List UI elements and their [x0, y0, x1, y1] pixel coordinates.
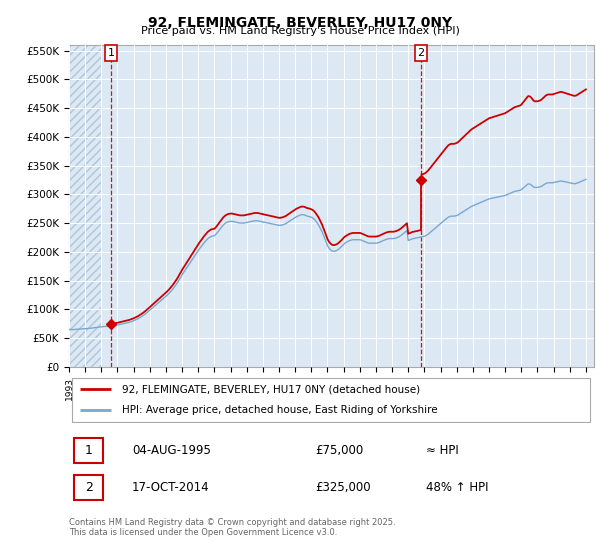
Text: 1: 1: [107, 48, 115, 58]
Text: 2: 2: [85, 481, 92, 494]
Text: 48% ↑ HPI: 48% ↑ HPI: [426, 481, 488, 494]
Text: 92, FLEMINGATE, BEVERLEY, HU17 0NY (detached house): 92, FLEMINGATE, BEVERLEY, HU17 0NY (deta…: [121, 384, 419, 394]
FancyBboxPatch shape: [74, 438, 103, 463]
Text: 92, FLEMINGATE, BEVERLEY, HU17 0NY: 92, FLEMINGATE, BEVERLEY, HU17 0NY: [148, 16, 452, 30]
Text: 04-AUG-1995: 04-AUG-1995: [132, 444, 211, 458]
Text: £75,000: £75,000: [316, 444, 364, 458]
Text: 1: 1: [85, 444, 92, 458]
Text: HPI: Average price, detached house, East Riding of Yorkshire: HPI: Average price, detached house, East…: [121, 405, 437, 416]
Text: Price paid vs. HM Land Registry's House Price Index (HPI): Price paid vs. HM Land Registry's House …: [140, 26, 460, 36]
Text: Contains HM Land Registry data © Crown copyright and database right 2025.
This d: Contains HM Land Registry data © Crown c…: [69, 518, 395, 538]
Text: 2: 2: [418, 48, 425, 58]
Text: £325,000: £325,000: [316, 481, 371, 494]
Text: 17-OCT-2014: 17-OCT-2014: [132, 481, 209, 494]
FancyBboxPatch shape: [71, 378, 590, 422]
Text: ≈ HPI: ≈ HPI: [426, 444, 459, 458]
Bar: [69, 45, 101, 367]
FancyBboxPatch shape: [74, 475, 103, 500]
